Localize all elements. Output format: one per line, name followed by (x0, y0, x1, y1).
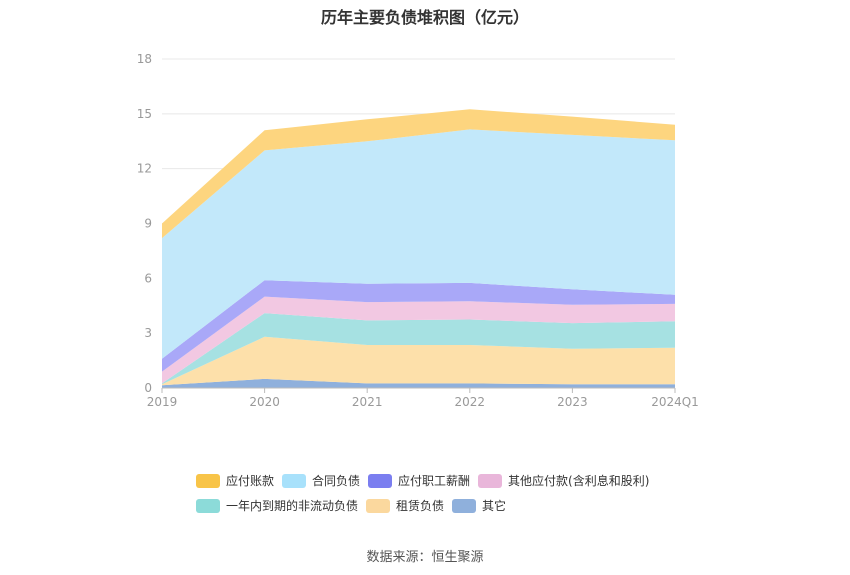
legend-item[interactable]: 应付职工薪酬 (368, 472, 470, 489)
x-tick-label: 2020 (249, 395, 280, 409)
legend-label: 应付账款 (226, 474, 275, 488)
x-tick-label: 2022 (455, 395, 486, 409)
area-series (162, 109, 675, 239)
legend-label: 其它 (482, 499, 507, 513)
legend-label: 合同负债 (312, 474, 361, 488)
legend-swatch (452, 498, 477, 513)
y-tick-label: 15 (137, 107, 152, 121)
legend-swatch (282, 473, 307, 488)
chart-title: 历年主要负债堆积图（亿元） (320, 8, 529, 27)
area-series (162, 313, 675, 385)
area-series (162, 378, 675, 388)
x-tick-label: 2021 (352, 395, 383, 409)
stacked-area-chart: 0 3 6 9 12 15 18 2019 2020 2021 2022 2023 2024Q1 (137, 52, 699, 409)
area-series (162, 296, 675, 384)
legend-item[interactable]: 应付账款 (196, 472, 274, 489)
legend-label: 一年内到期的非流动负债 (226, 499, 359, 513)
x-tick-label: 2019 (147, 395, 178, 409)
legend-swatch (366, 498, 391, 513)
area-series (162, 280, 675, 372)
area-series (162, 129, 675, 359)
y-tick-label: 9 (144, 217, 152, 231)
legend-swatch (196, 473, 220, 488)
y-tick-label: 18 (137, 52, 152, 66)
legend-item[interactable]: 租赁负债 (366, 497, 444, 514)
y-tick-label: 6 (144, 271, 152, 285)
legend-label: 其他应付款(含利息和股利) (508, 474, 650, 488)
legend-swatch (478, 473, 503, 488)
legend-item[interactable]: 其他应付款(含利息和股利) (478, 472, 649, 489)
legend-item[interactable]: 其它 (452, 497, 506, 514)
area-series (162, 336, 675, 386)
data-source: 数据来源：恒生聚源 (366, 550, 484, 565)
legend-swatch (368, 473, 393, 488)
y-tick-label: 0 (144, 381, 152, 395)
legend-swatch (196, 498, 220, 513)
legend-item[interactable]: 合同负债 (282, 472, 360, 489)
legend-label: 应付职工薪酬 (398, 474, 471, 488)
legend-item[interactable]: 一年内到期的非流动负债 (196, 497, 358, 514)
y-tick-label: 3 (144, 326, 152, 340)
chart-legend: 应付账款 合同负债 应付职工薪酬 其他应付款(含利息和股利) 一年内到期的非流动负债 租赁… (196, 472, 716, 522)
legend-label: 租赁负债 (396, 499, 445, 513)
y-tick-label: 12 (137, 162, 152, 176)
x-tick-label: 2023 (557, 395, 588, 409)
x-tick-label: 2024Q1 (651, 395, 699, 409)
